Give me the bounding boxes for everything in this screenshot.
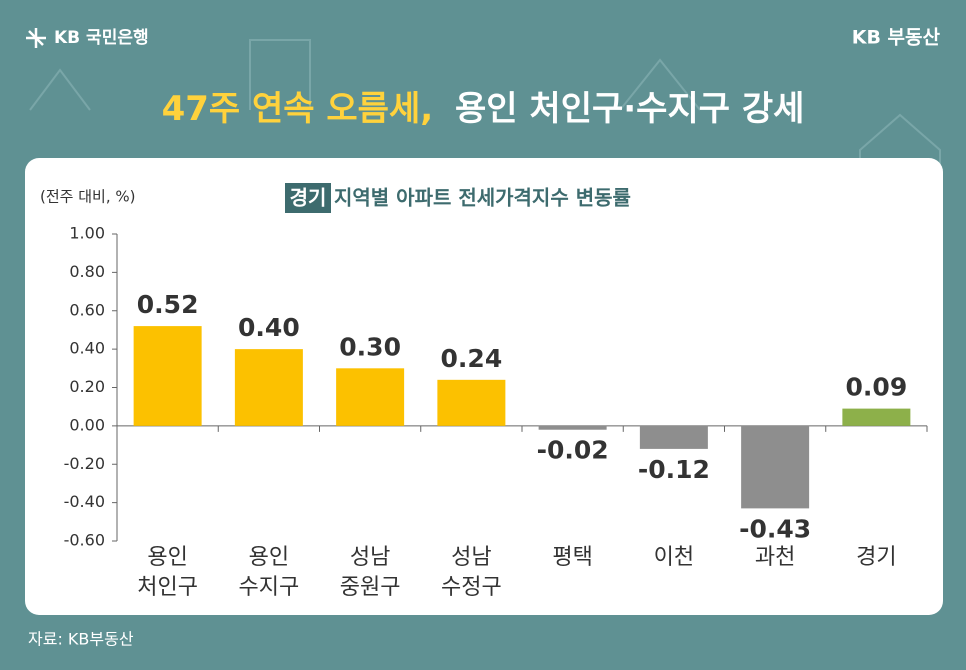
x-tick-label: 용인 xyxy=(147,545,187,570)
data-label: -0.12 xyxy=(638,455,710,484)
x-tick-label: 수정구 xyxy=(441,575,502,600)
bar xyxy=(639,425,708,449)
y-tick-label: 0.00 xyxy=(69,415,105,434)
x-tick-label: 성남 xyxy=(451,545,491,570)
title-rest: 용인 처인구·수지구 강세 xyxy=(455,89,804,129)
bar xyxy=(538,425,607,430)
bar xyxy=(234,349,303,426)
title-highlight: 47주 연속 오름세, xyxy=(162,89,434,129)
y-axis-label: (전주 대비, %) xyxy=(40,188,135,206)
bar xyxy=(741,425,810,509)
bank-name: KB 국민은행 xyxy=(54,28,149,48)
x-tick-label: 용인 xyxy=(249,545,289,570)
x-tick-label: 이천 xyxy=(654,545,694,570)
x-tick-label: 중원구 xyxy=(340,575,401,600)
y-tick-label: 0.60 xyxy=(69,300,105,319)
chart-title: 지역별 아파트 전세가격지수 변동률 xyxy=(334,186,631,210)
title-tag-box xyxy=(285,183,331,213)
x-tick-label: 수지구 xyxy=(239,575,300,600)
y-tick-label: 0.40 xyxy=(69,339,105,358)
data-label: 0.24 xyxy=(441,344,503,373)
bar xyxy=(336,368,405,426)
x-tick-label: 성남 xyxy=(350,545,390,570)
data-label: -0.43 xyxy=(739,514,811,543)
y-tick-label: -0.60 xyxy=(64,531,105,550)
bar xyxy=(842,408,911,426)
y-tick-label: -0.40 xyxy=(64,492,105,511)
x-tick-label: 처인구 xyxy=(137,575,198,600)
data-label: 0.09 xyxy=(846,373,908,402)
data-label: 0.30 xyxy=(339,332,401,361)
page-title: 47주 연속 오름세, 용인 처인구·수지구 강세 xyxy=(162,89,805,129)
bar xyxy=(437,379,506,426)
bar xyxy=(133,326,202,426)
data-label: -0.02 xyxy=(537,436,609,465)
brand-name: KB 부동산 xyxy=(852,27,941,49)
title-tag: 경기 xyxy=(290,186,327,210)
x-tick-label: 과천 xyxy=(755,545,795,570)
bank-logo xyxy=(26,28,46,48)
x-tick-label: 경기 xyxy=(856,545,896,570)
y-tick-label: 0.80 xyxy=(69,262,105,281)
y-tick-label: 1.00 xyxy=(69,224,105,243)
y-tick-label: -0.20 xyxy=(64,454,105,473)
source: 자료: KB부동산 xyxy=(28,630,134,649)
y-tick-label: 0.20 xyxy=(69,377,105,396)
data-label: 0.40 xyxy=(238,313,300,342)
x-tick-label: 평택 xyxy=(552,545,592,570)
data-label: 0.52 xyxy=(137,290,199,319)
